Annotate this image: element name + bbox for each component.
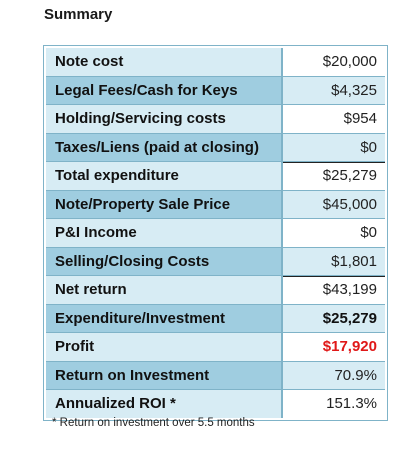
table-row: Note cost $20,000 [46,48,385,76]
row-label: Net return [46,276,281,304]
summary-title: Summary [44,6,113,23]
row-value: $4,325 [283,76,385,104]
row-value: 151.3% [283,390,385,418]
row-label: Selling/Closing Costs [46,247,281,275]
row-value: 70.9% [283,361,385,389]
row-label: Profit [46,333,281,361]
table-row: Profit $17,920 [46,333,385,361]
row-label: Total expenditure [46,162,281,190]
row-label: Holding/Servicing costs [46,105,281,133]
row-value: $43,199 [283,276,385,304]
table-row: Total expenditure $25,279 [46,162,385,190]
table-row: Selling/Closing Costs $1,801 [46,247,385,275]
row-label: P&I Income [46,219,281,247]
row-value: $0 [283,133,385,161]
row-value: $0 [283,219,385,247]
row-label: Legal Fees/Cash for Keys [46,76,281,104]
row-value: $25,279 [283,304,385,332]
profit-value: $17,920 [283,333,385,361]
row-value: $45,000 [283,190,385,218]
table-row: Legal Fees/Cash for Keys $4,325 [46,76,385,104]
footnote: * Return on investment over 5.5 months [52,417,255,429]
row-value: $20,000 [283,48,385,76]
table-row: Net return $43,199 [46,276,385,304]
row-value: $25,279 [283,162,385,190]
table-row: Note/Property Sale Price $45,000 [46,190,385,218]
table-row: Return on Investment 70.9% [46,361,385,389]
row-label: Note cost [46,48,281,76]
row-value: $1,801 [283,247,385,275]
row-value: $954 [283,105,385,133]
table-row: P&I Income $0 [46,219,385,247]
table-row: Expenditure/Investment $25,279 [46,304,385,332]
row-label: Expenditure/Investment [46,304,281,332]
table-row: Holding/Servicing costs $954 [46,105,385,133]
row-label: Return on Investment [46,361,281,389]
row-label: Taxes/Liens (paid at closing) [46,133,281,161]
table-row: Taxes/Liens (paid at closing) $0 [46,133,385,161]
row-label: Annualized ROI * [46,390,281,418]
summary-table: Note cost $20,000 Legal Fees/Cash for Ke… [43,45,388,421]
table-row: Annualized ROI * 151.3% [46,390,385,418]
row-label: Note/Property Sale Price [46,190,281,218]
